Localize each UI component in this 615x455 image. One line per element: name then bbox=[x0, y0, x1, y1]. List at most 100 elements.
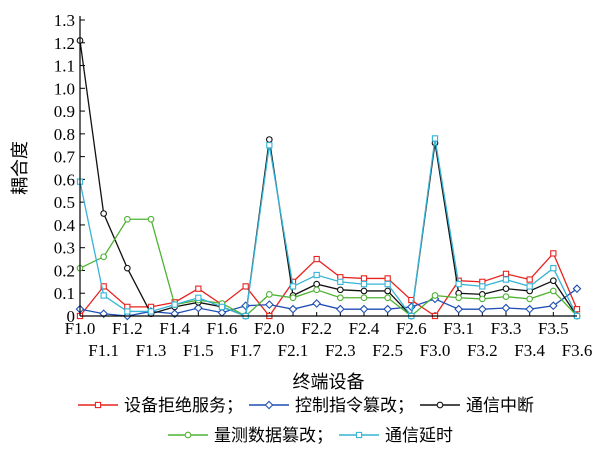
data-point bbox=[289, 283, 297, 290]
data-point bbox=[288, 304, 298, 314]
data-point bbox=[171, 301, 178, 308]
data-point bbox=[147, 215, 155, 223]
data-point bbox=[383, 304, 393, 314]
data-point bbox=[360, 287, 368, 295]
x-tick-label: F2.1 bbox=[278, 341, 309, 360]
series-line bbox=[79, 40, 578, 318]
data-point bbox=[312, 299, 322, 308]
data-point bbox=[526, 283, 533, 290]
x-tick-label: F2.5 bbox=[372, 341, 403, 360]
data-point bbox=[335, 304, 345, 314]
data-point bbox=[193, 303, 203, 313]
y-tick-label: 0.6 bbox=[54, 170, 75, 189]
series-line bbox=[79, 288, 578, 317]
series-line bbox=[79, 252, 578, 318]
y-tick-label: 1.3 bbox=[54, 11, 75, 30]
x-tick-label: F1.5 bbox=[183, 341, 214, 360]
y-tick-label: 0.3 bbox=[54, 239, 75, 258]
legend-item: 设备拒绝服务； bbox=[78, 396, 243, 416]
data-point bbox=[431, 135, 439, 142]
data-point bbox=[431, 292, 439, 299]
y-tick-label: 0.1 bbox=[54, 284, 75, 303]
data-point bbox=[360, 280, 368, 288]
data-point bbox=[100, 283, 107, 290]
x-axis-label: 终端设备 bbox=[293, 372, 365, 393]
x-tick-label: F2.4 bbox=[349, 319, 380, 338]
data-point bbox=[265, 291, 273, 298]
x-tick-label: F1.1 bbox=[88, 341, 119, 360]
data-point bbox=[548, 301, 558, 311]
data-point bbox=[436, 401, 444, 409]
x-tick-label: F3.1 bbox=[443, 319, 474, 338]
y-tick-label: 0 bbox=[67, 307, 76, 326]
legend-item: 通信延时 bbox=[339, 426, 453, 446]
series-line bbox=[79, 138, 578, 318]
x-tick-label: F2.3 bbox=[325, 341, 356, 360]
data-point bbox=[479, 283, 486, 290]
legend-item: 控制指令篡改； bbox=[249, 395, 414, 416]
data-point bbox=[525, 304, 535, 314]
data-point bbox=[147, 308, 155, 315]
data-point bbox=[477, 304, 487, 314]
data-point bbox=[360, 294, 368, 302]
y-tick-label: 1.2 bbox=[54, 34, 75, 53]
x-tick-label: F2.2 bbox=[301, 319, 332, 338]
data-point bbox=[384, 275, 391, 282]
legend-label: 通信延时 bbox=[385, 426, 453, 446]
data-point bbox=[123, 215, 131, 223]
x-axis-ticks: F1.0 F1.1 F1.2 F1.3 F1.4 F1.5 F1.6 F1.7 F2.0 F2.1… bbox=[65, 312, 593, 360]
data-point bbox=[384, 294, 392, 302]
data-point bbox=[100, 210, 108, 217]
data-point bbox=[100, 292, 107, 299]
data-point bbox=[289, 294, 297, 302]
data-point bbox=[550, 265, 557, 272]
legend-label: 设备拒绝服务； bbox=[124, 396, 243, 416]
x-tick-label: F2.0 bbox=[254, 319, 285, 338]
data-point bbox=[242, 283, 249, 290]
y-axis-ticks: 0 0.1 0.2 0.3 0.4 0.5 0.6 0.7 0.8 0.9 1.0 1.1 1.2 1.3 bbox=[54, 11, 85, 326]
legend-label: 通信中断 bbox=[466, 396, 534, 416]
y-tick-label: 0.9 bbox=[54, 102, 75, 121]
x-tick-label: F1.4 bbox=[159, 319, 190, 338]
data-point bbox=[336, 286, 344, 294]
series-layer bbox=[75, 37, 582, 321]
data-point bbox=[313, 280, 321, 288]
data-point bbox=[313, 286, 321, 294]
data-point bbox=[313, 271, 320, 279]
data-point bbox=[549, 287, 557, 295]
legend-item: 量测数据篡改； bbox=[168, 425, 333, 446]
y-tick-label: 1.0 bbox=[54, 79, 75, 98]
data-point bbox=[572, 284, 582, 294]
x-tick-label: F2.6 bbox=[396, 319, 427, 338]
data-point bbox=[455, 294, 463, 302]
x-tick-label: F1.0 bbox=[65, 319, 96, 338]
data-point bbox=[195, 285, 202, 292]
legend-item: 通信中断 bbox=[420, 396, 534, 416]
data-point bbox=[455, 280, 462, 288]
data-point bbox=[550, 250, 557, 257]
data-point bbox=[549, 277, 557, 285]
x-tick-label: F1.2 bbox=[112, 319, 143, 338]
x-tick-label: F1.3 bbox=[136, 341, 167, 360]
data-point bbox=[265, 136, 273, 143]
data-point bbox=[264, 300, 274, 309]
data-point bbox=[360, 275, 368, 282]
x-tick-label: F3.3 bbox=[491, 319, 522, 338]
x-tick-label: F3.6 bbox=[562, 341, 593, 360]
y-tick-label: 0.7 bbox=[54, 148, 76, 167]
data-point bbox=[502, 270, 510, 278]
data-point bbox=[264, 400, 274, 410]
data-point bbox=[94, 401, 102, 409]
x-tick-label: F1.7 bbox=[230, 341, 261, 360]
data-point bbox=[313, 255, 320, 263]
data-point bbox=[478, 295, 486, 303]
y-tick-label: 1.1 bbox=[54, 57, 75, 76]
data-point bbox=[355, 431, 363, 439]
series-2 bbox=[75, 284, 582, 321]
data-point bbox=[195, 294, 202, 301]
data-point bbox=[526, 295, 534, 303]
data-point bbox=[123, 264, 131, 272]
y-tick-label: 0.2 bbox=[54, 261, 75, 280]
series-line bbox=[79, 218, 578, 317]
